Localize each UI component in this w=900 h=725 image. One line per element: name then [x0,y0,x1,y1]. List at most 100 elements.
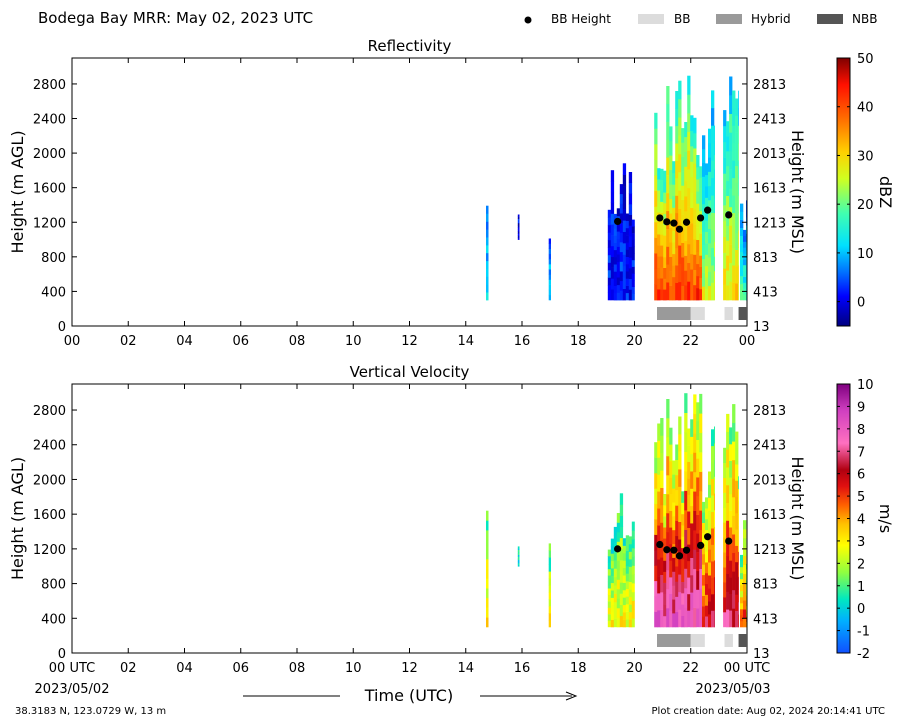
velocity-echo-cell [705,594,709,606]
velocity-echo-column [610,538,615,628]
reflectivity-echo-cell [708,285,712,301]
reflectivity-echo-cell [628,182,633,194]
reflectivity-echo-cell [681,171,685,186]
reflectivity-echo-cell [672,184,676,197]
velocity-echo-cell [735,561,739,579]
velocity-echo-cell [660,487,664,506]
reflectivity-x-tick-label: 18 [570,334,587,349]
reflectivity-echo-cell [517,237,520,240]
velocity-echo-cell [693,510,697,531]
velocity-echo-cell [619,537,624,550]
velocity-echo-cell [657,542,661,560]
reflectivity-echo-cell [702,135,706,150]
velocity-echo-cell [660,435,664,454]
velocity-echo-cell [631,521,635,531]
velocity-bb-type-hybrid-segment [657,634,691,647]
velocity-echo-column [619,493,624,628]
reflectivity-echo-cell [696,263,700,277]
reflectivity-echo-cell [654,284,658,301]
reflectivity-y-axis-label-right: Height (m MSL) [788,130,807,254]
reflectivity-echo-cell [693,133,697,149]
reflectivity-echo-cell [607,247,612,256]
velocity-echo-cell [729,510,733,528]
reflectivity-echo-cell [705,186,709,198]
reflectivity-echo-cell [711,282,715,301]
reflectivity-echo-cell [714,256,715,272]
velocity-echo-cell [738,526,739,540]
velocity-echo-cell [708,562,712,576]
reflectivity-echo-column [628,172,633,301]
reflectivity-echo-cell [702,272,706,287]
reflectivity-echo-cell [631,280,635,287]
reflectivity-echo-cell [675,230,679,249]
reflectivity-echo-cell [486,276,489,285]
velocity-echo-cell [625,550,630,559]
reflectivity-echo-cell [675,125,679,144]
reflectivity-echo-cell [675,247,679,266]
reflectivity-echo-cell [699,266,703,278]
velocity-echo-cell [548,557,551,565]
reflectivity-echo-cell [669,140,673,156]
reflectivity-echo-column [699,166,703,301]
reflectivity-echo-cell [735,216,739,234]
velocity-bb-height-point [675,552,684,560]
velocity-echo-cell [681,559,685,571]
reflectivity-echo-cell [681,214,685,229]
velocity-echo-cell [654,580,658,597]
velocity-x-tick-label: 16 [514,661,531,676]
reflectivity-echo-cell [660,223,664,235]
velocity-echo-cell [702,554,706,565]
velocity-echo-cell [699,413,703,433]
reflectivity-echo-cell [690,161,694,178]
reflectivity-echo-cell [726,195,730,211]
reflectivity-echo-cell [726,270,730,286]
velocity-echo-cell [622,582,627,591]
reflectivity-echo-cell [669,271,673,286]
reflectivity-echo-cell [669,169,673,185]
velocity-echo-cell [657,440,661,458]
velocity-echo-cell [486,520,489,531]
reflectivity-echo-cell [486,221,489,230]
reflectivity-echo-cell [678,245,682,264]
reflectivity-echo-cell [693,193,697,210]
velocity-echo-cell [628,559,633,567]
reflectivity-echo-cell [660,256,664,268]
velocity-echo-cell [517,549,520,552]
velocity-echo-cell [517,564,520,567]
velocity-echo-cell [735,594,739,611]
reflectivity-echo-cell [616,292,621,301]
velocity-echo-cell [486,597,489,608]
velocity-echo-column [740,554,744,628]
reflectivity-echo-cell [486,284,489,293]
reflectivity-echo-cell [613,213,618,222]
velocity-echo-cell [517,553,520,555]
reflectivity-echo-cell [610,278,615,290]
velocity-bb-height-point [696,541,705,550]
velocity-echo-cell [711,561,715,578]
velocity-echo-cell [702,564,706,576]
reflectivity-echo-cell [740,275,744,285]
velocity-echo-cell [610,582,615,591]
reflectivity-echo-cell [726,255,730,271]
velocity-echo-column [669,427,673,628]
velocity-echo-cell [619,615,624,628]
velocity-x-tick-label: 14 [457,661,474,676]
reflectivity-echo-cell [726,165,730,182]
velocity-echo-cell [672,571,676,586]
reflectivity-echo-cell [613,292,618,301]
velocity-echo-cell [678,556,682,575]
velocity-echo-field [486,393,748,628]
velocity-echo-cell [702,574,706,586]
velocity-echo-cell [740,560,744,568]
velocity-echo-cell [619,493,624,505]
velocity-echo-cell [714,476,715,494]
velocity-y-right-tick-label: 2413 [753,439,786,454]
reflectivity-echo-cell [740,227,744,236]
velocity-echo-cell [672,613,676,628]
velocity-echo-cell [726,591,730,610]
velocity-echo-cell [616,617,621,628]
velocity-echo-cell [619,549,624,561]
velocity-echo-cell [684,588,688,608]
reflectivity-echo-cell [708,257,712,272]
reflectivity-echo-cell [696,203,700,216]
